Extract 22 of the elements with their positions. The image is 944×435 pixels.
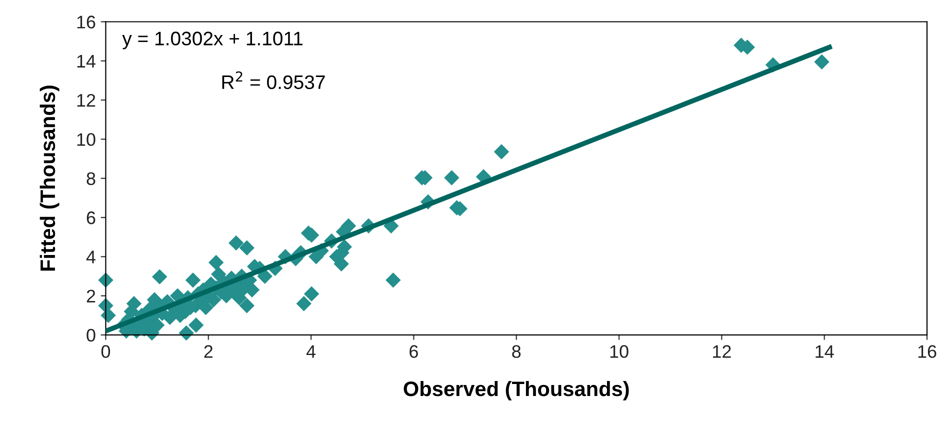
x-tick-label: 6	[410, 345, 418, 358]
annotation: y = 1.0302x + 1.1011	[122, 32, 302, 50]
y-tick-label: 16	[77, 16, 96, 28]
x-tick-label: 0	[101, 345, 110, 358]
x-tick-label: 2	[204, 345, 213, 358]
y-tick-label: 2	[86, 290, 96, 302]
y-axis-title: Fitted (Thousands)	[40, 86, 60, 271]
x-tick-label: 16	[918, 345, 936, 358]
y-tick-label: 6	[86, 211, 96, 224]
x-tick-label: 8	[512, 345, 521, 358]
y-tick-label: 8	[86, 172, 96, 186]
y-tick-label: 14	[77, 55, 96, 68]
y-tick-label: 12	[77, 94, 96, 107]
x-tick-label: 14	[816, 345, 834, 358]
annotation: R$^{2}$ = 0.9537	[222, 71, 325, 90]
y-tick-label: 10	[77, 133, 96, 146]
x-tick-label: 12	[713, 345, 731, 358]
x-tick-label: 10	[610, 345, 628, 358]
y-tick-label: 0	[86, 328, 96, 342]
x-tick-label: 4	[306, 345, 316, 358]
x-axis-title: Observed (Thousands)	[404, 380, 629, 400]
y-tick-label: 4	[86, 250, 96, 264]
